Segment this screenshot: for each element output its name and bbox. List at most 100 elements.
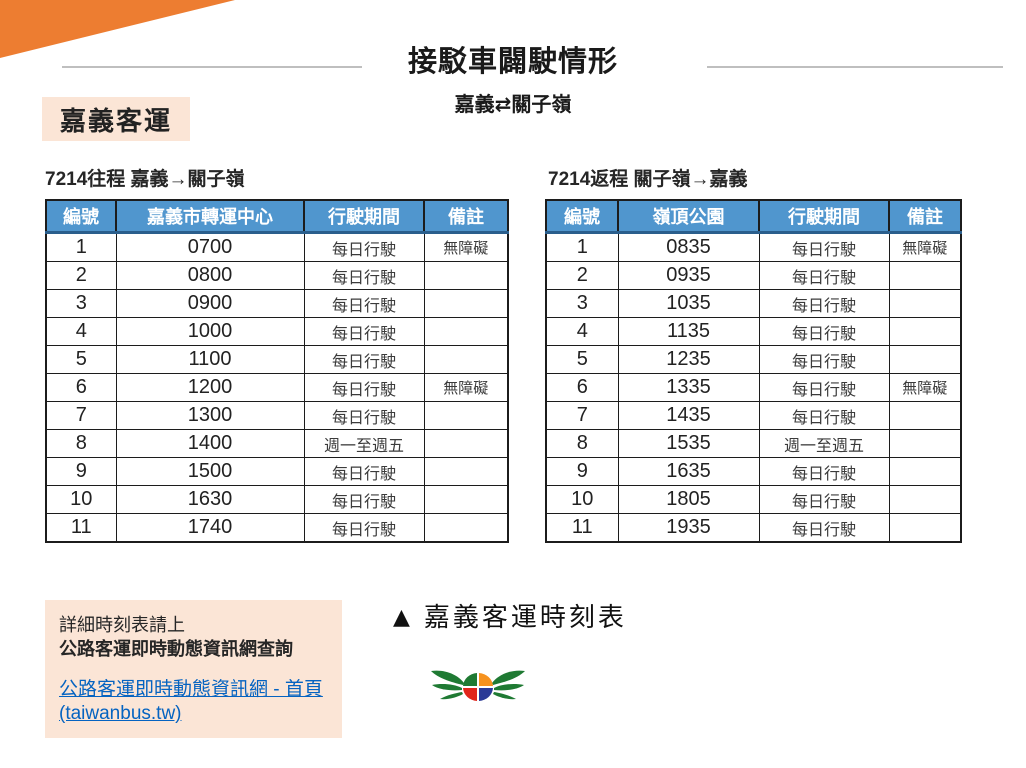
table-cell: 每日行駛	[758, 513, 890, 543]
table-cell: 0800	[115, 261, 305, 290]
table-cell: 2	[45, 261, 117, 290]
return-schedule-table: 編號 嶺頂公園 行駛期間 備註 1 0835 每日行駛 無障礙 2 0935 每日行駛 3 10…	[545, 199, 962, 543]
table-cell: 每日行駛	[303, 289, 425, 318]
table-cell: 1135	[617, 317, 760, 346]
header-cell-number: 編號	[545, 199, 619, 234]
table-cell	[423, 289, 509, 318]
table-cell	[888, 429, 962, 458]
table-cell: 9	[45, 457, 117, 486]
corner-accent-triangle-icon	[0, 0, 235, 58]
table-row: 1 0835 每日行駛 無障礙	[545, 232, 962, 262]
table-cell: 1100	[115, 345, 305, 374]
table-cell	[888, 261, 962, 290]
table-cell: 0835	[617, 232, 760, 262]
table-cell: 1035	[617, 289, 760, 318]
table-cell: 1500	[115, 457, 305, 486]
table-cell: 1300	[115, 401, 305, 430]
table-cell: 0935	[617, 261, 760, 290]
table-cell: 4	[545, 317, 619, 346]
table-row: 3 1035 每日行駛	[545, 289, 962, 318]
table-cell: 每日行駛	[303, 513, 425, 543]
table-row: 2 0800 每日行駛	[45, 261, 509, 290]
page-title: 接駁車闢駛情形	[407, 46, 618, 78]
operator-badge: 嘉義客運	[42, 97, 190, 141]
page-subtitle: 嘉義⇄關子嶺	[454, 94, 572, 116]
table-cell: 每日行駛	[758, 401, 890, 430]
table-cell: 每日行駛	[303, 317, 425, 346]
table-cell: 10	[545, 485, 619, 514]
table-cell: 4	[45, 317, 117, 346]
table-cell: 9	[545, 457, 619, 486]
table-cell	[423, 317, 509, 346]
table-cell: 1200	[115, 373, 305, 402]
outbound-schedule-table: 編號 嘉義市轉運中心 行駛期間 備註 1 0700 每日行駛 無障礙 2 0800 每日行駛…	[45, 199, 509, 543]
table-cell: 週一至週五	[758, 429, 890, 458]
table-row: 10 1805 每日行駛	[545, 485, 962, 514]
table-row: 8 1535 週一至週五	[545, 429, 962, 458]
table-cell	[423, 457, 509, 486]
header-cell-number: 編號	[45, 199, 117, 234]
table-cell	[888, 457, 962, 486]
taiwanbus-link[interactable]: 公路客運即時動態資訊網 - 首頁 (taiwanbus.tw)	[59, 678, 323, 725]
table-cell: 每日行駛	[758, 289, 890, 318]
table-cell: 1935	[617, 513, 760, 543]
table-row: 8 1400 週一至週五	[45, 429, 509, 458]
table-row: 5 1100 每日行駛	[45, 345, 509, 374]
table-row: 6 1335 每日行駛 無障礙	[545, 373, 962, 402]
table-cell: 每日行駛	[303, 457, 425, 486]
table-cell: 每日行駛	[303, 373, 425, 402]
table-cell: 1740	[115, 513, 305, 543]
table-cell	[423, 401, 509, 430]
table-cell: 每日行駛	[303, 401, 425, 430]
header-cell-stop: 嶺頂公園	[617, 199, 760, 234]
table-cell: 無障礙	[888, 232, 962, 262]
table-row: 10 1630 每日行駛	[45, 485, 509, 514]
header-cell-period: 行駛期間	[303, 199, 425, 234]
table-cell: 8	[545, 429, 619, 458]
title-rule-left	[62, 66, 362, 68]
return-table-title: 7214返程 關子嶺→嘉義	[548, 169, 748, 190]
table-row: 11 1740 每日行駛	[45, 513, 509, 543]
table-header-row: 編號 嶺頂公園 行駛期間 備註	[545, 199, 962, 234]
table-cell: 每日行駛	[303, 261, 425, 290]
table-row: 11 1935 每日行駛	[545, 513, 962, 543]
table-cell	[888, 485, 962, 514]
table-cell: 1	[45, 232, 117, 262]
header-cell-note: 備註	[423, 199, 509, 234]
table-cell: 11	[545, 513, 619, 543]
table-row: 6 1200 每日行駛 無障礙	[45, 373, 509, 402]
table-cell: 每日行駛	[303, 485, 425, 514]
table-cell: 1635	[617, 457, 760, 486]
table-row: 5 1235 每日行駛	[545, 345, 962, 374]
table-cell: 1235	[617, 345, 760, 374]
table-cell: 1435	[617, 401, 760, 430]
table-cell: 每日行駛	[758, 345, 890, 374]
table-cell: 無障礙	[888, 373, 962, 402]
table-cell: 0900	[115, 289, 305, 318]
caption-text: 嘉義客運時刻表	[423, 603, 627, 633]
table-row: 3 0900 每日行駛	[45, 289, 509, 318]
table-row: 4 1135 每日行駛	[545, 317, 962, 346]
table-cell	[888, 345, 962, 374]
table-cell	[888, 317, 962, 346]
table-row: 9 1500 每日行駛	[45, 457, 509, 486]
header-cell-note: 備註	[888, 199, 962, 234]
table-row: 4 1000 每日行駛	[45, 317, 509, 346]
table-cell: 1535	[617, 429, 760, 458]
table-cell: 每日行駛	[303, 345, 425, 374]
table-cell: 1335	[617, 373, 760, 402]
table-cell: 10	[45, 485, 117, 514]
photo-caption: ▲ 嘉義客運時刻表	[393, 597, 627, 634]
table-cell: 無障礙	[423, 232, 509, 262]
table-row: 1 0700 每日行駛 無障礙	[45, 232, 509, 262]
timetable-note-box: 詳細時刻表請上 公路客運即時動態資訊網查詢 公路客運即時動態資訊網 - 首頁 (…	[45, 600, 342, 738]
table-cell: 每日行駛	[758, 457, 890, 486]
table-cell: 週一至週五	[303, 429, 425, 458]
table-cell: 3	[45, 289, 117, 318]
table-cell: 1400	[115, 429, 305, 458]
table-cell: 無障礙	[423, 373, 509, 402]
table-cell: 1000	[115, 317, 305, 346]
table-cell	[423, 261, 509, 290]
table-row: 7 1300 每日行駛	[45, 401, 509, 430]
